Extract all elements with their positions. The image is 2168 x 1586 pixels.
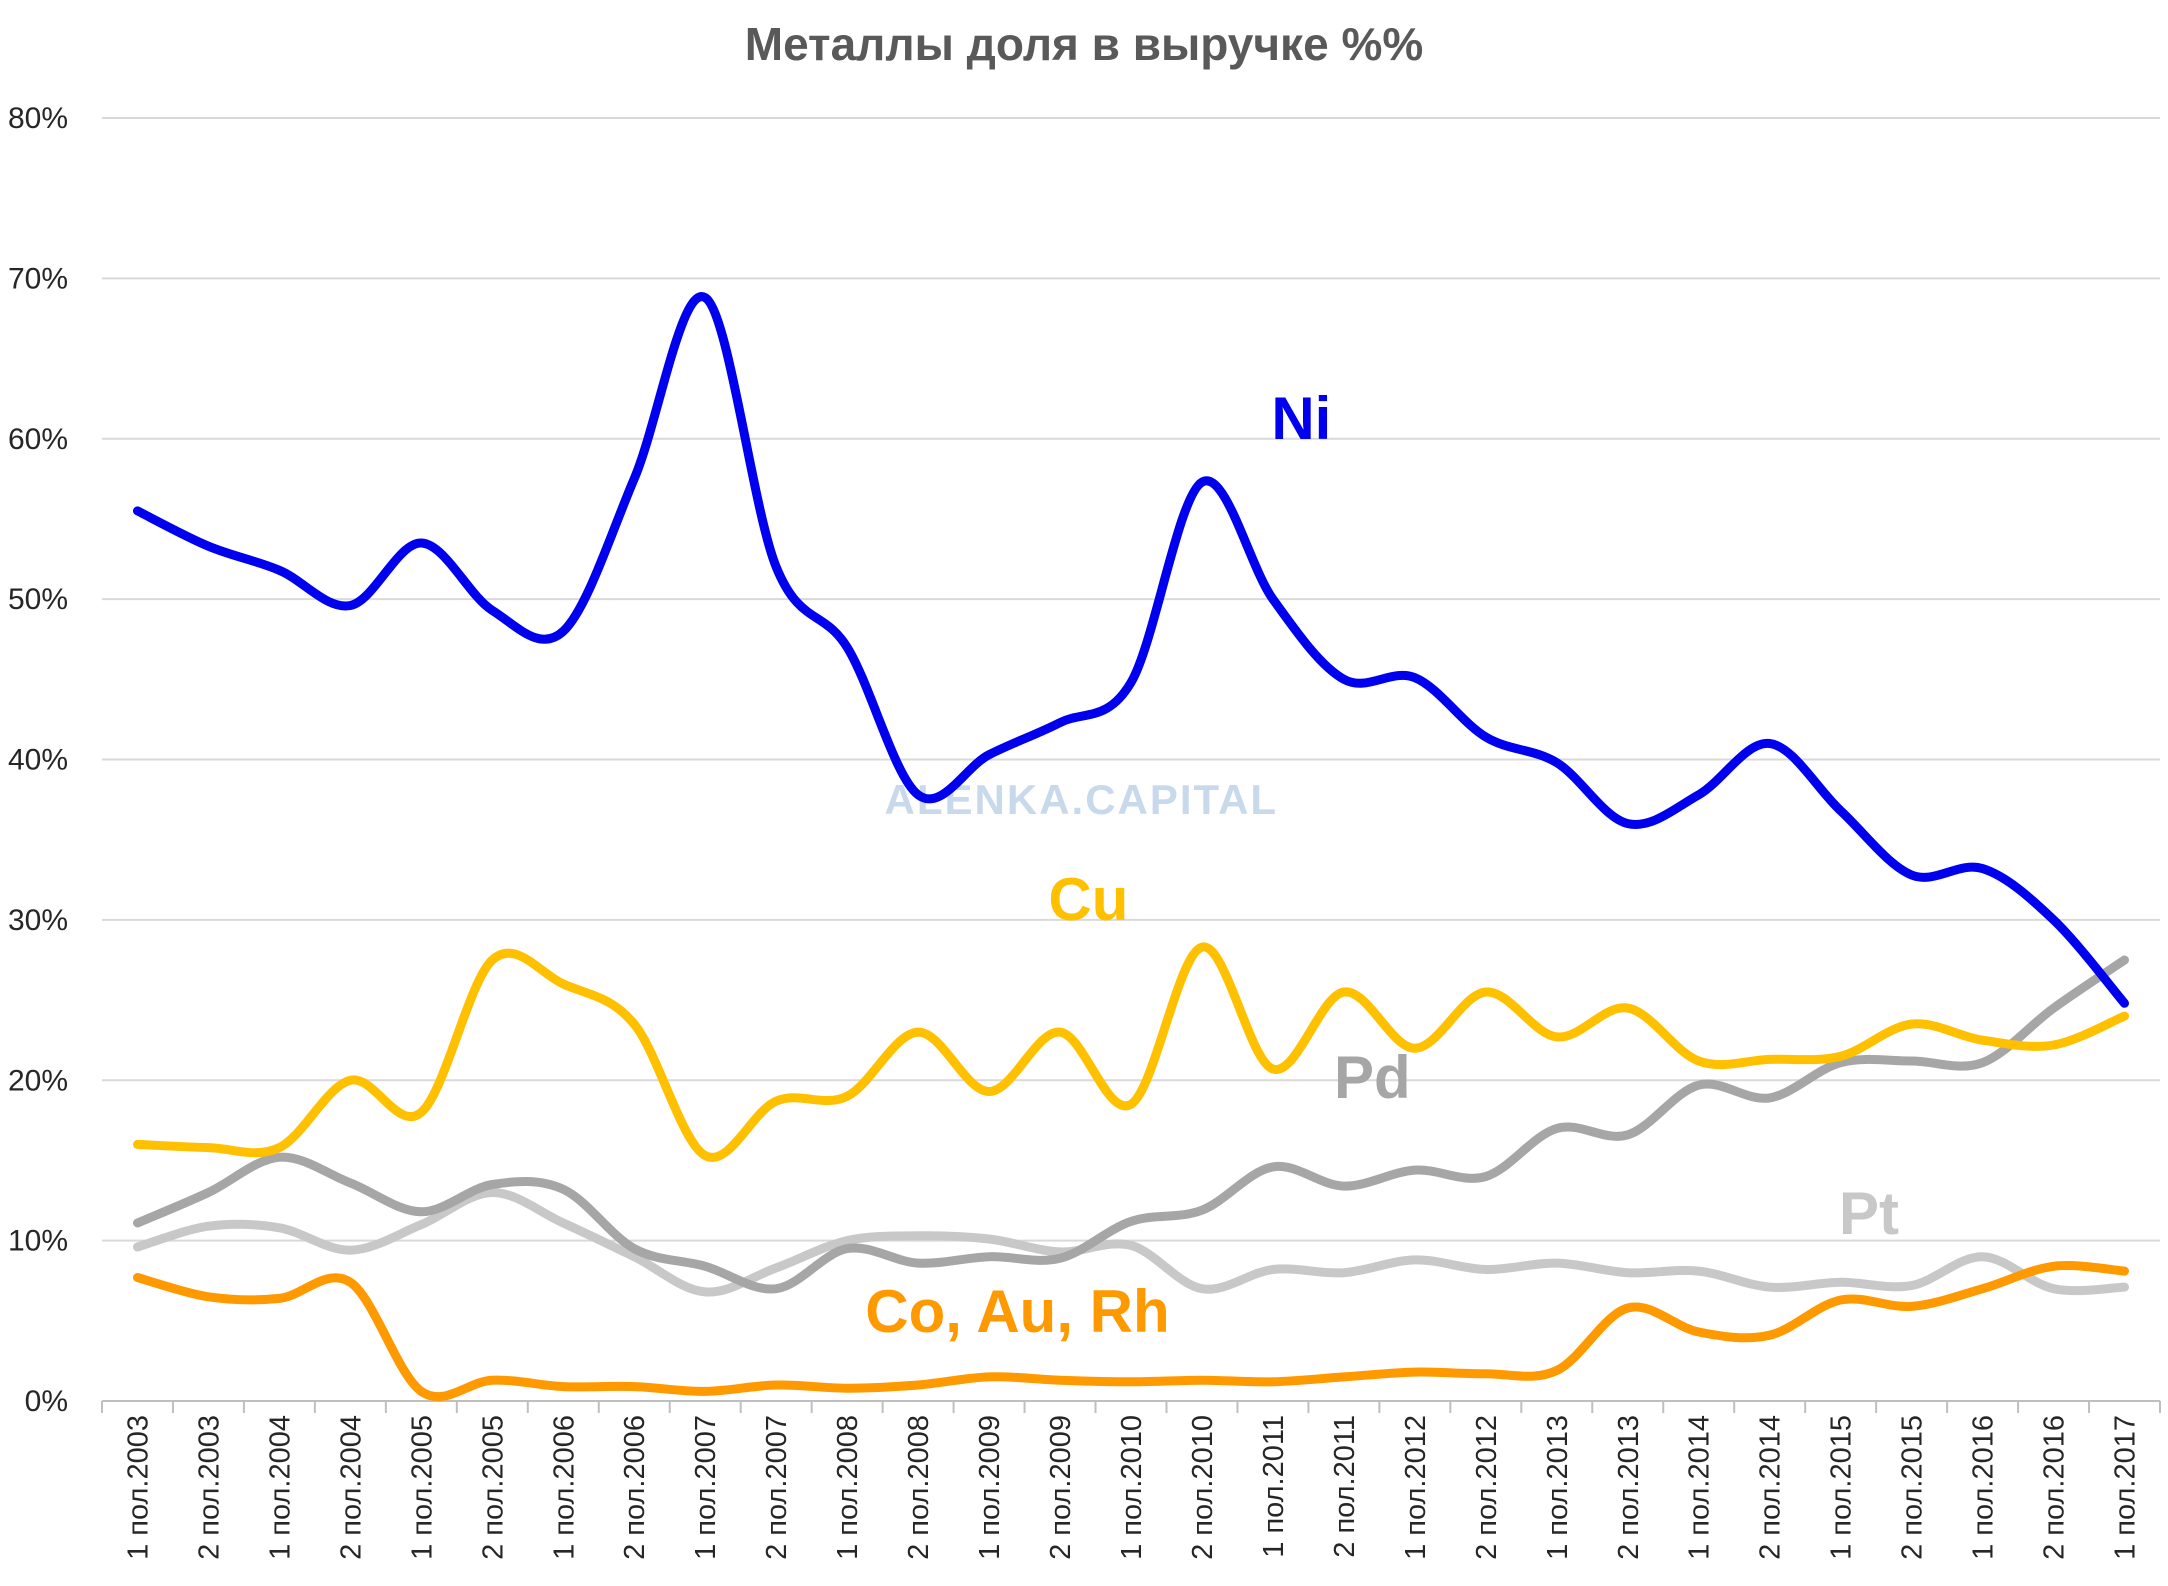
series-line-co-au-rh bbox=[133, 1261, 2129, 1402]
series-labels: Ni Cu Pd Pt Co, Au, Rh bbox=[865, 385, 1899, 1345]
y-tick-label: 40% bbox=[8, 744, 68, 777]
x-tick-label: 2 пол.2009 bbox=[1045, 1415, 1077, 1560]
y-tick-label: 80% bbox=[8, 102, 68, 135]
x-tick-label: 1 пол.2005 bbox=[406, 1415, 438, 1560]
x-tick-label: 2 пол.2015 bbox=[1897, 1415, 1929, 1560]
x-tick-label: 1 пол.2014 bbox=[1684, 1415, 1716, 1560]
x-tick-label: 2 пол.2016 bbox=[2039, 1415, 2071, 1560]
x-tick-label: 1 пол.2009 bbox=[974, 1415, 1006, 1560]
x-tick-label: 1 пол.2003 bbox=[122, 1415, 154, 1560]
y-tick-label: 70% bbox=[8, 262, 68, 295]
x-tick-label: 1 пол.2011 bbox=[1258, 1415, 1290, 1558]
y-tick-label: 0% bbox=[25, 1385, 68, 1418]
x-tick-label: 2 пол.2005 bbox=[477, 1415, 509, 1560]
watermark: ALENKA.CAPITAL bbox=[885, 776, 1279, 823]
x-tick-label: 1 пол.2012 bbox=[1400, 1415, 1432, 1560]
series-label-pd: Pd bbox=[1334, 1044, 1411, 1111]
x-tick-label: 2 пол.2014 bbox=[1755, 1415, 1787, 1560]
x-tick-label: 2 пол.2008 bbox=[903, 1415, 935, 1560]
y-tick-label: 30% bbox=[8, 904, 68, 937]
series-line-pd bbox=[133, 955, 2129, 1294]
x-tick-label: 1 пол.2015 bbox=[1826, 1415, 1858, 1560]
x-tick-label: 2 пол.2012 bbox=[1471, 1415, 1503, 1560]
series-line-cu bbox=[133, 942, 2129, 1162]
x-tick-label: 1 пол.2017 bbox=[2110, 1415, 2142, 1560]
series-lines bbox=[133, 292, 2129, 1402]
x-tick-label: 1 пол.2008 bbox=[832, 1415, 864, 1560]
series-label-co-au-rh: Co, Au, Rh bbox=[865, 1278, 1169, 1345]
x-tick-label: 1 пол.2016 bbox=[1968, 1415, 2000, 1560]
chart-title: Металлы доля в выручке %% bbox=[745, 18, 1424, 70]
x-tick-label: 1 пол.2006 bbox=[548, 1415, 580, 1560]
y-tick-label: 50% bbox=[8, 583, 68, 616]
series-label-pt: Pt bbox=[1839, 1180, 1899, 1247]
x-tick-label: 2 пол.2013 bbox=[1613, 1415, 1645, 1560]
x-tick-label: 1 пол.2010 bbox=[1116, 1415, 1148, 1560]
x-axis-tick-labels: 1 пол.2003 2 пол.2003 1 пол.2004 2 пол.2004… bbox=[101, 1401, 2161, 1560]
y-tick-label: 60% bbox=[8, 423, 68, 456]
series-line-ni bbox=[133, 292, 2129, 1008]
x-tick-label: 2 пол.2003 bbox=[193, 1415, 225, 1560]
x-tick-label: 2 пол.2011 bbox=[1329, 1415, 1361, 1558]
x-tick-label: 2 пол.2004 bbox=[335, 1415, 367, 1560]
y-axis-tick-labels: 0% 10% 20% 30% 40% 50% 60% 70% 80% bbox=[8, 102, 68, 1418]
x-tick-label: 2 пол.2010 bbox=[1187, 1415, 1219, 1560]
series-line-pt bbox=[133, 1187, 2129, 1297]
series-label-cu: Cu bbox=[1048, 866, 1128, 933]
y-tick-label: 20% bbox=[8, 1064, 68, 1097]
y-tick-label: 10% bbox=[8, 1225, 68, 1258]
x-tick-label: 1 пол.2004 bbox=[264, 1415, 296, 1560]
series-label-ni: Ni bbox=[1271, 385, 1331, 452]
x-tick-label: 2 пол.2006 bbox=[619, 1415, 651, 1560]
x-tick-label: 1 пол.2007 bbox=[690, 1415, 722, 1560]
x-tick-label: 2 пол.2007 bbox=[761, 1415, 793, 1560]
x-tick-label: 1 пол.2013 bbox=[1542, 1415, 1574, 1560]
